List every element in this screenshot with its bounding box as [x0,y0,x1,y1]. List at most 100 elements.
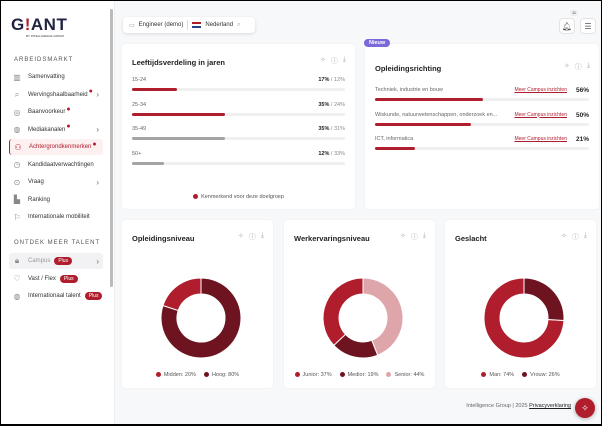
study-bar-fill [375,122,472,126]
giant-logo[interactable]: G!ANT [11,15,68,34]
info-icon[interactable]: ⓘ [410,234,418,241]
download-icon[interactable]: ⤓ [260,232,264,239]
legend-item[interactable]: Junior: 37% [294,372,332,378]
donut-slice-man[interactable] [483,277,565,359]
sidebar-item-label: Achtergrondkenmerken [29,144,92,150]
sidebar-item-achtergrondkenmerken[interactable]: ⚇ Achtergrondkenmerken ● [9,139,103,155]
age-bar-track [132,88,345,91]
plus-badge: Plus [54,257,73,265]
sidebar-item-label: Campus [28,258,51,264]
chart-legend: Junior: 37% Medior: 19% Senior: 44% [284,372,435,378]
legend-item[interactable]: Vrouw: 26% [522,372,560,378]
info-icon[interactable]: ⓘ [248,234,256,241]
filter-bar[interactable]: ▭ Engineer (demo) Nederland ⌕ [123,17,255,33]
sparkle-icon[interactable]: ✧ [400,233,406,240]
sidebar-item-label: Ranking [28,196,51,203]
ai-assistant-button[interactable]: ✧ [575,398,595,418]
menu-button[interactable]: ☰ [580,18,596,34]
info-icon[interactable]: ⓘ [330,58,338,65]
sparkle-icon[interactable]: ✧ [238,233,244,240]
sidebar-item-campus[interactable]: 🔒︎ Campus Plus › [9,253,103,269]
sidebar-item-vraag[interactable]: ⊙ Vraag › [9,174,103,190]
campus-insights-link[interactable]: Meer Campus inzichten [514,136,567,142]
podium-icon: ▙ [13,195,21,204]
sidebar-item-mediakanalen[interactable]: ◍ Mediakanalen ● › [9,122,103,138]
study-row: Techniek, industrie en bouw Meer Campus i… [375,87,589,107]
legend-item[interactable]: Medior: 19% [339,372,379,378]
legend-label: Junior: 37% [302,372,332,378]
sidebar-item-label: Baanvoorkeur [28,109,66,115]
section-ontdek: ONTDEK MEER TALENT [14,240,101,246]
donut-slice-senior[interactable] [362,277,404,356]
section-arbeidsmarkt: ARBEIDSMARKT [14,57,74,63]
donut-slice-vrouw[interactable] [523,277,565,322]
notifications-button[interactable]: 🔔︎ [559,18,575,34]
campus-insights-link[interactable]: Meer Campus inzichten [514,111,567,118]
age-bar-fill [132,112,226,116]
sidebar-item-wervingshaalbaarheid[interactable]: ⌕ Wervingshaalbaarheid ● › [9,87,103,103]
legend-item[interactable]: Midden: 20% [155,372,196,378]
download-icon[interactable]: ⤓ [586,62,590,69]
plus-badge: Plus [59,274,78,283]
age-label: 15-24 [132,77,147,83]
donut-slice-junior[interactable] [322,277,364,347]
sidebar-item-internationaal-talent[interactable]: ◍ Internationaal talent Plus [9,288,103,304]
download-icon[interactable]: ⤓ [422,232,426,239]
legend-item[interactable]: Senior: 44% [386,372,424,378]
sidebar-item-baanvoorkeur[interactable]: ◎ Baanvoorkeur ● [9,104,103,120]
clock-icon: ◷ [13,160,21,169]
logo-tagline: BY INTELLIGENCE GROUP [26,34,65,38]
sidebar-item-samenvatting[interactable]: ▥ Samenvatting [9,69,103,85]
country-filter[interactable]: Nederland [205,22,234,28]
study-value: 21% [575,136,589,143]
info-icon[interactable]: ⓘ [571,234,579,241]
study-label: Wiskunde, natuurwetenschappen, onderzoek… [375,111,498,118]
chart-legend: Midden: 20% Hoog: 80% [122,372,273,378]
info-icon[interactable]: ⓘ [574,64,582,71]
sidebar-item-label: Vraag [28,179,44,185]
new-indicator-dot: ● [88,88,93,95]
download-icon[interactable]: ⤓ [583,232,587,239]
age-label: 50+ [132,150,142,157]
legend-item[interactable]: Man: 74% [481,372,514,378]
privacy-link[interactable]: Privacyverklaring [529,403,571,409]
chart-legend: Man: 74% Vrouw: 26% [445,372,596,378]
bar-chart-icon: ▥ [13,72,21,82]
search-icon[interactable]: ⌕ [237,21,241,28]
sparkle-icon[interactable]: ✧ [561,233,567,240]
flag-icon: ⚐ [13,212,21,222]
sparkle-icon[interactable]: ✧ [564,63,570,70]
legend-item[interactable]: Hoog: 80% [203,372,239,378]
age-row: 25-34 35% / 24% [132,102,345,122]
sidebar-scrollbar[interactable] [110,9,113,287]
age-row: 15-24 17% / 12% [132,77,345,97]
sidebar-item-kandidaatverwachtingen[interactable]: ◷ Kandidaatverwachtingen [9,157,103,173]
study-value: 56% [575,87,589,94]
age-row: 35-49 35% / 31% [132,126,345,146]
age-label: 25-34 [132,101,147,108]
sparkle-icon[interactable]: ✧ [320,57,326,64]
donut-chart [160,277,242,359]
download-icon[interactable]: ⤓ [342,56,346,63]
age-bar-track [132,137,345,140]
campus-insights-link[interactable]: Meer Campus inzichten [514,87,567,93]
donut-slice-hoog[interactable] [160,277,242,359]
new-indicator-dot: ● [92,140,97,148]
footer: Intelligence Group | 2025 Privacyverklar… [466,403,571,409]
sidebar-item-vast-flex[interactable]: ♡ Vast / Flex Plus [9,271,103,287]
sidebar-item-ranking[interactable]: ▙ Ranking [9,192,103,208]
legend-label: Senior: 44% [394,372,425,378]
legend-label: Medior: 19% [347,372,379,378]
bell-icon: 🔔︎ [561,21,573,31]
profession-filter[interactable]: Engineer (demo) [138,22,184,28]
study-card: Opleidingsrichting ✧ ⓘ ⤓ Techniek, industr… [365,44,599,209]
sidebar-item-internationale-mobiliteit[interactable]: ⚐ Internationale mobiliteit [9,209,103,225]
chevron-right-icon: › [96,177,99,187]
age-value: 35% / 24% [318,101,345,108]
age-bar-fill [132,137,226,140]
study-label: ICT, informatica [375,136,414,142]
donut-chart [483,277,565,359]
donut-slice-midden[interactable] [162,277,202,312]
study-row: ICT, informatica Meer Campus inzichten 21% [375,136,589,156]
